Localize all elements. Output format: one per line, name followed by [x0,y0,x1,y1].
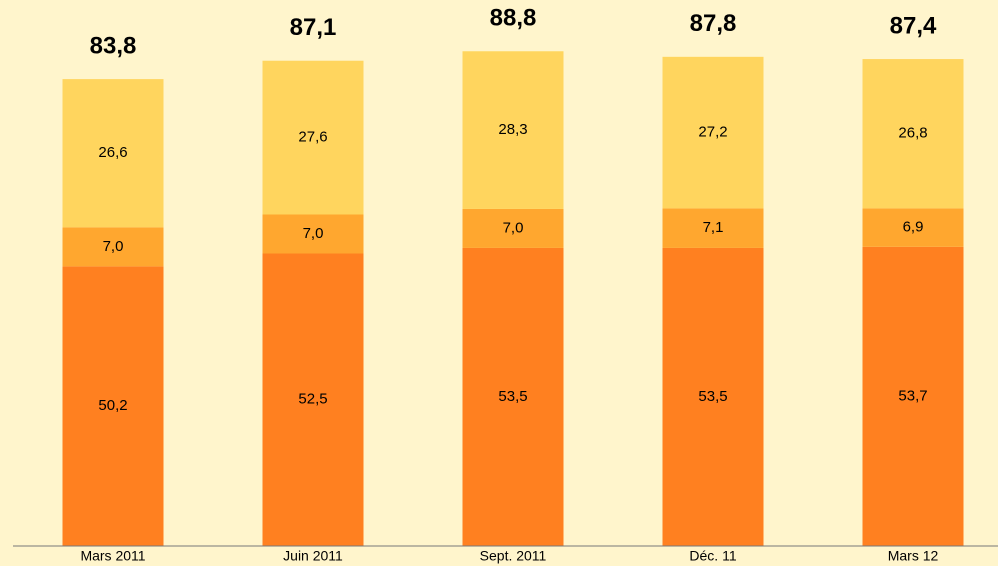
segment-label: 53,7 [898,387,927,404]
segment-label: 53,5 [698,388,727,405]
total-label: 87,1 [290,14,337,41]
total-label: 87,8 [690,10,737,37]
total-label: 83,8 [90,32,137,59]
segment-label: 7,0 [303,225,324,242]
bar-segment [662,247,764,546]
bar-segment [662,208,764,248]
bar-segment [262,214,364,254]
segment-label: 27,6 [298,129,327,146]
segment-label: 52,5 [298,391,327,408]
bar-segment [862,59,964,209]
bar-segment [862,208,964,247]
segment-label: 26,8 [898,125,927,142]
bar-segment [462,247,564,546]
segment-label: 7,0 [103,238,124,255]
x-tick-label: Sept. 2011 [480,548,547,564]
bar-segment [462,51,564,209]
bar-segment [462,208,564,248]
total-label: 87,4 [890,12,937,39]
bar-segment [862,246,964,547]
bar-segment [62,227,164,267]
x-tick-label: Déc. 11 [689,548,736,564]
bar-segment [262,253,364,546]
total-label: 88,8 [490,5,537,32]
segment-label: 7,0 [503,219,524,236]
x-tick-label: Mars 2011 [80,548,145,564]
bar-segment [662,56,764,209]
bar-segment [262,60,364,215]
segment-label: 6,9 [903,219,924,236]
segment-label: 26,6 [98,144,127,161]
segment-label: 28,3 [498,121,527,138]
x-tick-label: Juin 2011 [283,548,343,564]
segment-label: 27,2 [698,124,727,141]
segment-label: 7,1 [703,219,724,236]
bar-segment [62,266,164,546]
x-tick-label: Mars 12 [888,548,939,564]
segment-label: 50,2 [98,397,127,414]
bar-segment [62,79,164,228]
segment-label: 53,5 [498,388,527,405]
